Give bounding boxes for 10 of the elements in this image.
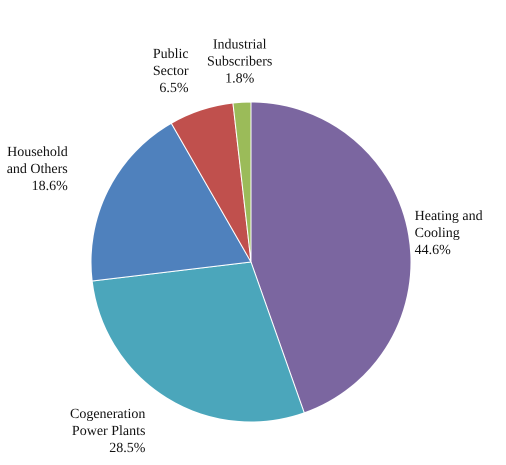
slice-label: Industrial Subscribers: [207, 37, 272, 70]
data-label: 1.8%: [225, 71, 255, 86]
slice-label: Cogeneration Power Plants: [70, 406, 146, 439]
slice-label: Public Sector: [152, 46, 189, 79]
slice-label: Household and Others: [6, 145, 68, 178]
data-label: 6.5%: [159, 80, 189, 96]
data-label: 28.5%: [109, 440, 146, 456]
data-label: 18.6%: [32, 179, 68, 194]
data-label: 44.6%: [414, 242, 452, 258]
slice-label: Heating and Cooling: [414, 208, 483, 241]
